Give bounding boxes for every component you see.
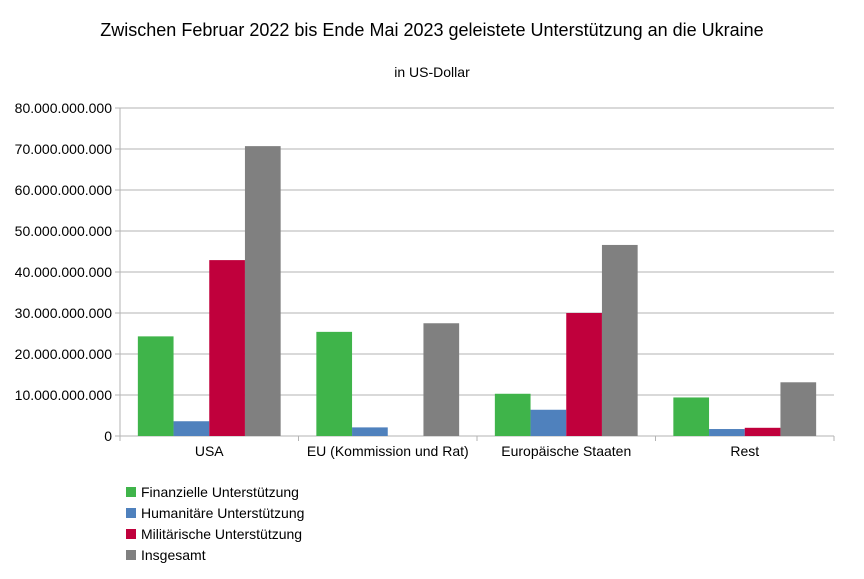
legend-swatch: [126, 507, 136, 518]
legend-label: Humanitäre Unterstützung: [141, 504, 305, 521]
y-tick-label: 20.000.000.000: [15, 346, 113, 362]
y-tick-label: 0: [104, 428, 112, 444]
y-tick-label: 70.000.000.000: [15, 141, 113, 157]
legend-label: Militärische Unterstützung: [141, 525, 303, 542]
y-tick-label: 40.000.000.000: [15, 264, 113, 280]
chart-title: Zwischen Februar 2022 bis Ende Mai 2023 …: [100, 20, 764, 40]
x-tick-label: Europäische Staaten: [501, 443, 631, 459]
bar-militärische-unterstützung-2: [566, 313, 602, 436]
y-tick-label: 10.000.000.000: [15, 387, 113, 403]
bar-militärische-unterstützung-0: [209, 260, 245, 436]
legend-item: Militärische Unterstützung: [126, 523, 304, 544]
bar-insgesamt-0: [244, 146, 281, 436]
legend-item: Humanitäre Unterstützung: [126, 502, 304, 523]
legend: Finanzielle Unterstützung Humanitäre Unte…: [126, 481, 304, 565]
bar-humanitäre-unterstützung-3: [709, 429, 745, 436]
y-tick-label: 50.000.000.000: [15, 223, 113, 239]
legend-item: Finanzielle Unterstützung: [126, 481, 304, 502]
bar-insgesamt-1: [423, 323, 460, 436]
axes: 0 10.000.000.000 20.000.000.000 30.000.000.…: [15, 100, 835, 459]
bar-finanzielle-unterstützung-3: [673, 397, 710, 436]
legend-swatch: [126, 486, 136, 497]
bar-humanitäre-unterstützung-0: [173, 421, 210, 436]
bars: [137, 146, 817, 436]
y-tick-label: 80.000.000.000: [15, 100, 113, 116]
y-tick-label: 30.000.000.000: [15, 305, 113, 321]
legend-label: Insgesamt: [141, 546, 206, 563]
legend-item: Insgesamt: [126, 544, 304, 565]
bar-insgesamt-2: [601, 244, 638, 436]
bar-humanitäre-unterstützung-2: [530, 409, 567, 436]
bar-insgesamt-3: [780, 382, 817, 436]
chart-subtitle: in US-Dollar: [394, 64, 470, 80]
x-tick-label: Rest: [730, 443, 759, 459]
bar-humanitäre-unterstützung-1: [352, 427, 388, 436]
x-tick-label: EU (Kommission und Rat): [307, 443, 469, 459]
y-tick-label: 60.000.000.000: [15, 182, 113, 198]
bar-militärische-unterstützung-3: [744, 427, 781, 436]
bar-finanzielle-unterstützung-2: [494, 393, 531, 436]
legend-label: Finanzielle Unterstützung: [141, 483, 299, 500]
legend-swatch: [126, 549, 136, 560]
x-tick-label: USA: [195, 443, 224, 459]
legend-swatch: [126, 528, 136, 539]
bar-finanzielle-unterstützung-1: [316, 331, 353, 436]
bar-finanzielle-unterstützung-0: [137, 336, 174, 436]
